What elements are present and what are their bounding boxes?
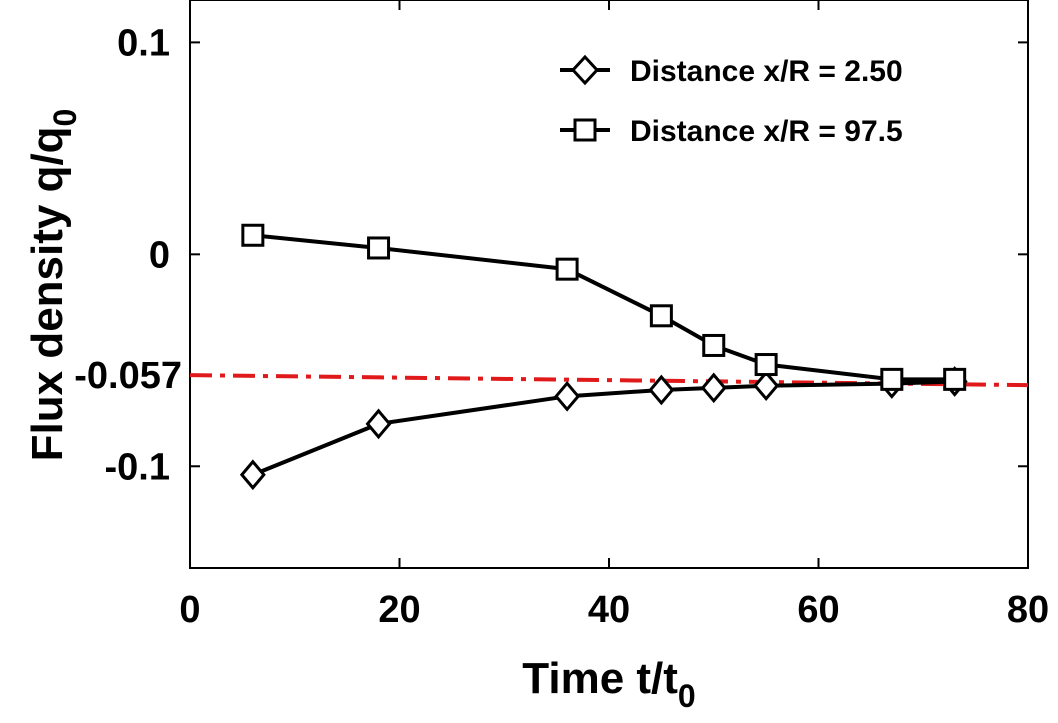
- y-axis-label: Flux density q/q0: [23, 109, 83, 462]
- data-point-s2-6: [880, 367, 904, 391]
- x-tick-label-4: 80: [1007, 589, 1049, 631]
- legend-diamond-marker: [570, 54, 600, 86]
- series-line-1: [252, 379, 955, 477]
- svg-text:Flux density q/q0: Flux density q/q0: [23, 109, 83, 462]
- axis-ticks: 0 20 40 60 80 0.1 0 -0.1: [105, 0, 1049, 631]
- legend-label-series-1: Distance x/R = 2.50: [630, 55, 903, 88]
- x-tick-label-0: 0: [179, 589, 200, 631]
- legend-label-series-2: Distance x/R = 97.5: [630, 115, 903, 148]
- data-point-s2-3: [649, 304, 673, 328]
- data-point-s2-7: [943, 367, 967, 391]
- legend-item-series-1: Distance x/R = 2.50: [560, 54, 903, 88]
- y-tick-label-1: 0: [149, 234, 170, 276]
- reference-line-label: -0.057: [74, 355, 182, 397]
- data-point-s2-0: [241, 223, 265, 247]
- data-point-s2-2: [555, 257, 579, 281]
- legend-square-marker: [573, 118, 597, 142]
- data-point-s2-5: [754, 353, 778, 377]
- x-axis-label-sub: 0: [678, 678, 696, 714]
- data-point-s1-3: [648, 374, 675, 406]
- y-axis-label-main: Flux density q/q: [23, 126, 72, 461]
- data-point-s1-2: [554, 381, 581, 412]
- x-axis-label-main: Time t/t: [522, 654, 678, 703]
- legend-item-series-2: Distance x/R = 97.5: [560, 115, 903, 148]
- y-axis-label-sub: 0: [47, 109, 83, 127]
- data-point-s1-4: [700, 372, 727, 404]
- x-tick-label-2: 40: [588, 589, 630, 631]
- x-tick-label-1: 20: [378, 589, 420, 631]
- data-point-s1-1: [365, 408, 392, 440]
- y-tick-label-0: 0.1: [117, 22, 170, 64]
- data-point-s2-4: [702, 333, 726, 357]
- data-point-s2-1: [367, 236, 391, 260]
- x-tick-label-3: 60: [797, 589, 839, 631]
- series-line-2: [252, 233, 955, 382]
- data-point-s1-5: [753, 370, 780, 402]
- series-group: [239, 223, 968, 491]
- legend: Distance x/R = 2.50 Distance x/R = 97.5: [560, 54, 903, 148]
- y-tick-label-2: -0.1: [105, 446, 170, 488]
- data-point-s1-0: [239, 459, 266, 491]
- x-axis-label: Time t/t0: [522, 654, 695, 714]
